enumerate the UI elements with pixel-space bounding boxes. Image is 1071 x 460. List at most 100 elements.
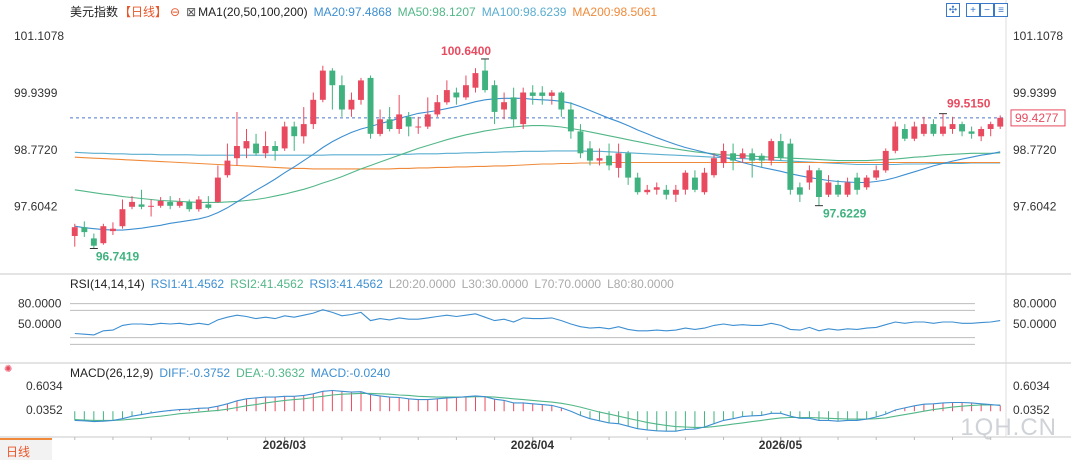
candle-body [968,131,975,134]
candle-body [71,227,78,236]
candle-body [930,124,937,134]
candle-body [739,153,746,159]
ma20-value: MA20:97.4868 [313,5,392,19]
candle-body [472,73,479,88]
local-high-annotation: 99.5150 [947,97,991,111]
rsi-header: RSI(14,14,14) RSI1:41.4562 RSI2:41.4562 RSI… [70,277,680,291]
candle-body [987,124,994,129]
rsi3-value: RSI3:41.4562 [309,277,383,291]
candle-body [873,170,880,178]
candle-body [81,227,88,233]
candle-body [463,85,469,98]
candle-body [539,92,546,96]
candle-body [758,155,765,161]
rsi-tick-label: 80.0000 [1013,297,1057,311]
candle-body [291,126,298,137]
candle-body [348,99,355,110]
crosshair-icon[interactable]: ✣ [946,3,960,17]
high-annotation: 100.6400 [441,44,491,58]
period-switch-icon[interactable]: ⊖ [170,5,181,19]
l70-value: L70:70.0000 [534,277,602,291]
candle-body [682,172,689,190]
zoom-in-icon[interactable]: + [966,3,980,17]
price-tick-label: 97.6042 [1013,200,1057,214]
candle-body [167,201,174,206]
price-tick-label: 101.1078 [1013,29,1063,43]
candle-body [730,153,736,161]
macd-tick-label: 0.6034 [1013,379,1050,393]
candle-body [749,153,756,161]
symbol-label: 美元指数 [70,5,119,19]
rsi-tick-label: 50.0000 [1013,317,1057,331]
candle-body [911,126,918,139]
local-low-annotation: 97.6229 [823,207,867,221]
settings-icon[interactable]: ≡ [994,3,1008,17]
candle-body [863,177,870,188]
price-tick-label-left: 97.6042 [14,200,58,214]
candle-body [529,92,536,96]
candle-body [367,77,374,134]
candle-body [901,129,908,139]
macd-header: MACD(26,12,9) DIFF:-0.3752 DEA:-0.3632 MACD… [70,366,396,380]
candle-body [825,182,832,195]
candle-body [501,102,507,110]
candle-body [281,126,288,149]
candle-body [567,109,574,132]
price-tick-label-left: 101.1078 [14,29,64,43]
macd-tick-label: 0.0352 [1013,403,1050,417]
period-label: 【日线】 [119,5,168,19]
candle-body [195,199,202,210]
diff-line [74,389,1001,432]
candle-body [415,126,422,128]
diff-value: DIFF:-0.3752 [159,366,231,380]
macd-value: MACD:-0.0240 [310,366,391,380]
candle-body [949,124,956,129]
candle-body [377,119,383,134]
candle-body [806,170,813,183]
candle-body [959,124,965,132]
candle-body [138,204,145,207]
candle-body [768,141,775,161]
period-tab[interactable]: 日线 [0,438,52,460]
candle-body [119,209,126,227]
macd-tick-label-left: 0.0352 [26,403,63,417]
candle-body [997,117,1004,127]
candle-body [777,141,784,159]
x-axis-label: 2026/03 [263,438,307,452]
candle-body [148,205,154,207]
candle-body [692,177,698,190]
candle-body [129,201,135,207]
candle-body [634,177,641,193]
l30-value: L30:30.0000 [461,277,529,291]
dea-value: DEA:-0.3632 [236,366,305,380]
candle-body [701,172,708,193]
candle-body [796,187,803,195]
zoom-out-icon[interactable]: − [980,3,994,17]
candle-body [606,155,612,166]
rsi-tick-label-left: 80.0000 [18,297,62,311]
candle-body [300,124,307,137]
candle-body [844,182,851,195]
candle-body [787,143,794,190]
ma100-line [74,150,1001,166]
candle-body [892,126,899,151]
candle-body [405,116,412,127]
candle-body [339,85,345,110]
candle-body [224,160,231,176]
candle-body [672,189,679,195]
candle-body [234,146,240,159]
price-tick-label: 98.7720 [1013,143,1057,157]
candle-body [653,187,660,190]
ma200-value: MA200:98.5061 [572,5,658,19]
candle-body [548,92,555,96]
candle-body [90,238,97,246]
rsi-label: RSI(14,14,14) [70,277,145,291]
candle-body [587,148,593,161]
candle-body [453,92,460,98]
rsi1-value: RSI1:41.4562 [150,277,225,291]
candle-body [920,124,927,134]
candle-body [100,226,107,244]
l20-value: L20:20.0000 [388,277,456,291]
candle-body [854,177,861,190]
